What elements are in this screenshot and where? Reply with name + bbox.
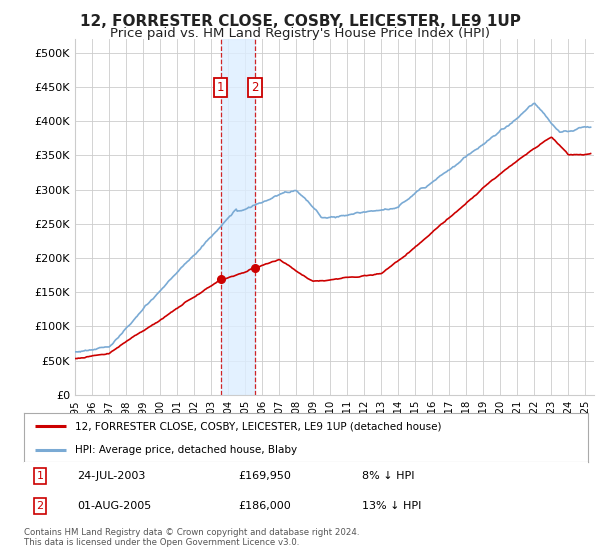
Text: £186,000: £186,000: [238, 501, 291, 511]
Text: 1: 1: [217, 81, 224, 94]
Text: 1: 1: [37, 471, 43, 481]
Text: 12, FORRESTER CLOSE, COSBY, LEICESTER, LE9 1UP (detached house): 12, FORRESTER CLOSE, COSBY, LEICESTER, L…: [75, 422, 441, 431]
Text: Price paid vs. HM Land Registry's House Price Index (HPI): Price paid vs. HM Land Registry's House …: [110, 27, 490, 40]
Text: 8% ↓ HPI: 8% ↓ HPI: [362, 471, 415, 481]
Text: 2: 2: [37, 501, 44, 511]
Text: 24-JUL-2003: 24-JUL-2003: [77, 471, 146, 481]
Text: 13% ↓ HPI: 13% ↓ HPI: [362, 501, 422, 511]
Text: 01-AUG-2005: 01-AUG-2005: [77, 501, 152, 511]
Text: £169,950: £169,950: [238, 471, 291, 481]
Text: Contains HM Land Registry data © Crown copyright and database right 2024.
This d: Contains HM Land Registry data © Crown c…: [24, 528, 359, 547]
Text: HPI: Average price, detached house, Blaby: HPI: Average price, detached house, Blab…: [75, 445, 297, 455]
Bar: [221, 39, 255, 395]
Text: 12, FORRESTER CLOSE, COSBY, LEICESTER, LE9 1UP: 12, FORRESTER CLOSE, COSBY, LEICESTER, L…: [80, 14, 520, 29]
Text: 2: 2: [251, 81, 259, 94]
